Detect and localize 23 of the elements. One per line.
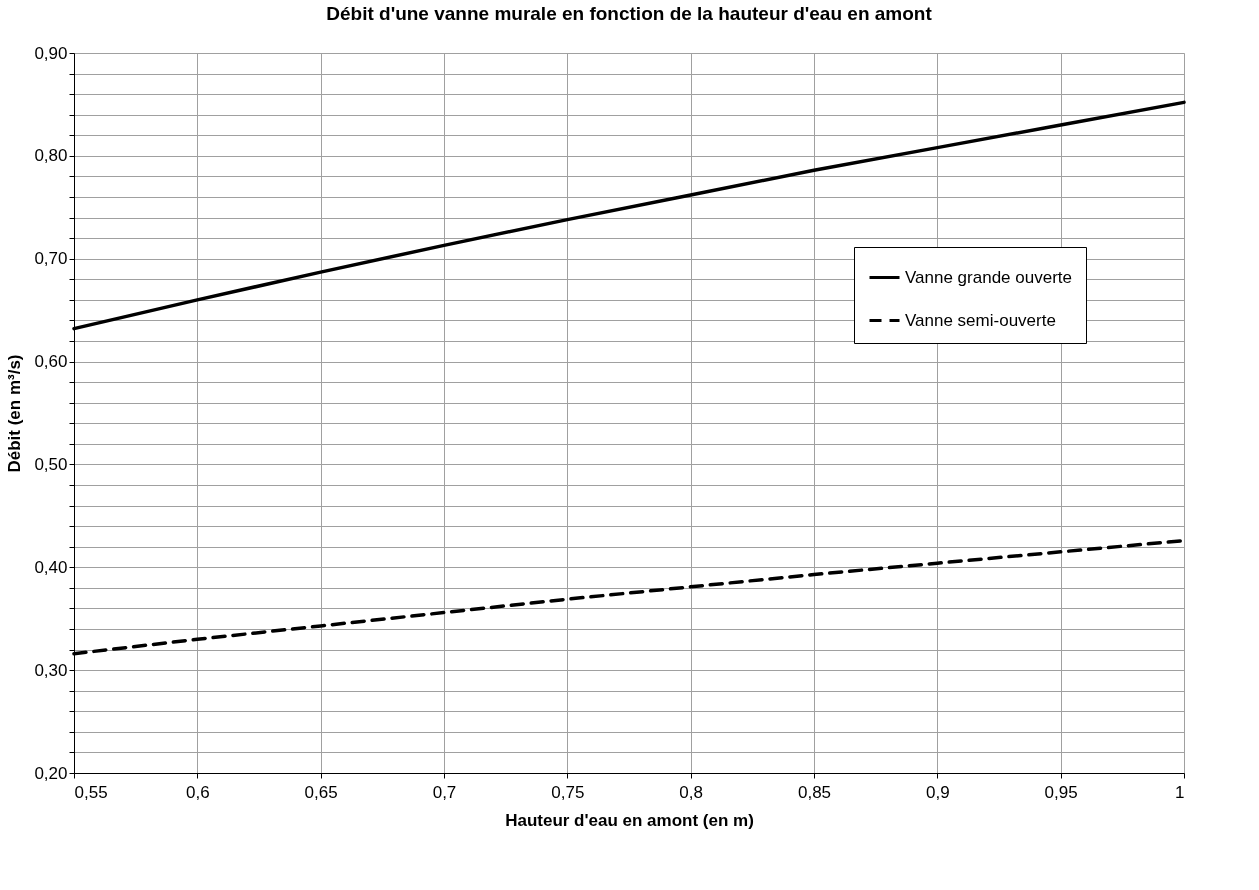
y-axis-title: Débit (en m³/s) xyxy=(5,354,25,473)
y-tick-label: 0,40 xyxy=(34,557,68,577)
x-tick-label: 0,85 xyxy=(797,782,832,802)
x-axis-title: Hauteur d'eau en amont (en m) xyxy=(505,810,754,830)
y-tick-label: 0,70 xyxy=(34,249,68,269)
x-tick-label: 0,6 xyxy=(186,782,210,802)
x-tick-label: 0,95 xyxy=(1044,782,1078,802)
x-tick-label: 0,55 xyxy=(74,782,108,802)
y-tick-label: 0,60 xyxy=(34,352,68,372)
x-tick-label: 0,9 xyxy=(926,782,950,802)
x-tick-label: 1 xyxy=(1175,782,1185,802)
y-tick-label: 0,30 xyxy=(34,660,68,680)
legend-label: Vanne grande ouverte xyxy=(905,267,1072,287)
x-tick-label: 0,7 xyxy=(432,782,457,802)
x-tick-label: 0,65 xyxy=(304,782,338,802)
y-tick-label: 0,90 xyxy=(34,43,68,63)
y-tick-label: 0,80 xyxy=(34,146,68,166)
x-tick-label: 0,75 xyxy=(551,782,585,802)
legend-label: Vanne semi-ouverte xyxy=(905,310,1056,330)
y-tick-label: 0,20 xyxy=(34,763,68,783)
y-tick-label: 0,50 xyxy=(34,454,68,474)
chart-title: Débit d'une vanne murale en fonction de la hauteur d'eau en amont xyxy=(326,3,933,24)
x-tick-label: 0,8 xyxy=(679,782,703,802)
